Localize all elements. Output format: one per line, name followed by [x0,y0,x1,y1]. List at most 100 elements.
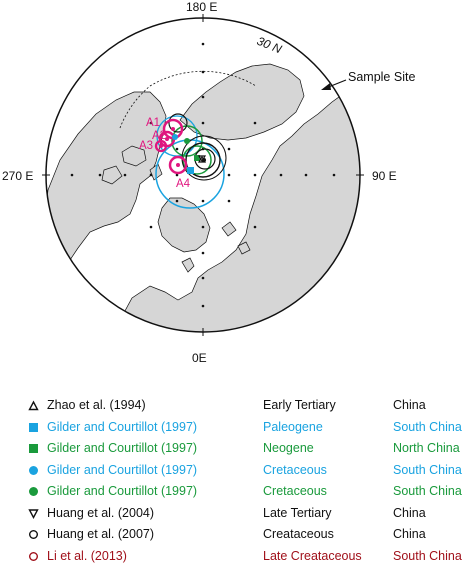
legend-symbol-square-filled [29,422,38,432]
legend-symbol-square-filled [29,444,38,453]
cardinal-ticks [42,14,364,336]
legend-row: Zhao et al. (1994) Early Tertiary China [0,395,472,417]
grid-dot [98,173,102,177]
circle-magenta-a4 [168,155,188,175]
landmass-greenland [157,197,211,253]
legend-row: Huang et al. (2004) Late Tertiary China [0,503,472,525]
legend-age: Cretaceous [263,484,327,498]
landmass-small-islands [181,221,251,273]
legend-age: Early Tertiary [263,398,336,412]
grid-dot [201,304,205,308]
grid-dot [304,173,308,177]
grid-dot [149,121,153,125]
grid-dot [175,199,179,203]
polar-projection-map: 180 E 0E 270 E 90 E 30 N Sample Site [2,0,415,365]
pole-label-a4: A4 [176,178,191,190]
grid-dot [149,173,153,177]
legend-row: Gilder and Courtillot (1997) Neogene North… [0,438,472,460]
legend-author: Gilder and Courtillot (1997) [47,441,198,455]
legend-region: China [393,398,426,412]
label-90e: 90 E [372,169,397,183]
legend-symbol-circle-open [29,551,38,561]
legend-symbol-triangle-down-open [28,508,39,519]
marker-magenta-a3 [159,144,163,148]
marker-magenta-a1 [171,127,175,131]
sample-site-label: Sample Site [348,70,415,84]
legend-age: Late Creataceous [263,548,362,563]
legend-author: Gilder and Courtillot (1997) [47,419,198,434]
legend-row: Gilder and Courtillot (1997) Cretaceous So… [0,460,472,482]
legend-region: South China [393,484,462,498]
legend-symbol-triangle-up-open [28,400,39,411]
legend-symbol-circle-open [29,530,38,539]
legend-region: China [393,527,426,541]
grid-dot [201,42,205,46]
legend-author: Huang et al. (2004) [47,505,155,520]
label-270e: 270 E [2,169,33,183]
sample-site-arrow-head [321,83,331,90]
grid-dot [149,225,153,229]
legend-age: Creataceous [263,527,334,541]
marker-green-circle [184,138,190,144]
grid-dot [201,95,205,99]
grid-dot [279,173,283,177]
marker-cyan-square [187,167,194,174]
label-180e: 180 E [186,0,217,14]
grid-dot [175,173,179,177]
legend-symbol-circle-filled [29,465,38,475]
lat-30n-arc-left [119,85,151,129]
legend-region: South China [393,419,462,434]
grid-dot [227,173,231,177]
grid-dot [123,173,127,177]
grid-dot [227,199,231,203]
legend: Zhao et al. (1994) Early Tertiary China Gil… [0,395,472,567]
legend-row: Huang et al. (2007) Creataceous China [0,524,472,546]
marker-green-square [194,155,200,161]
grid-dot [201,276,205,280]
grid-dot [253,225,257,229]
grid-dot [70,173,74,177]
grid-dot [227,147,231,151]
land-masses [46,63,360,332]
grid-dot [201,251,205,255]
label-0e: 0E [192,351,207,365]
grid-dot [253,173,257,177]
grid-dot [253,121,257,125]
legend-row: Gilder and Courtillot (1997) Cretaceous So… [0,481,472,503]
marker-cyan-circle [172,134,178,140]
legend-author: Gilder and Courtillot (1997) [47,462,198,477]
pole-label-a3: A3 [139,140,153,152]
legend-row: Gilder and Courtillot (1997) Paleogene Sou… [0,417,472,439]
grid-dot [201,199,205,203]
legend-age: Late Tertiary [263,505,332,520]
legend-age: Paleogene [263,419,323,434]
grid-dot [201,121,205,125]
landmass-arctic-islands [101,145,163,185]
circle-magenta-a3 [154,139,168,153]
legend-region: North China [393,441,460,455]
lat-30n-arc [149,70,257,87]
marker-black-dot [202,158,206,162]
legend-author: Gilder and Courtillot (1997) [47,484,198,498]
legend-row: Li et al. (2013) Late Creataceous South Ch… [0,546,472,568]
legend-symbol-circle-filled [29,487,38,496]
pole-label-a1: A1 [146,117,160,129]
marker-magenta-a4 [176,163,180,167]
circle-black-3 [168,113,188,133]
pole-markers [159,127,207,174]
legend-author: Zhao et al. (1994) [47,398,146,412]
legend-age: Neogene [263,441,314,455]
grid-dots [70,42,336,308]
legend-region: South China [393,462,462,477]
grid-dot [175,147,179,151]
legend-region: China [393,505,426,520]
pole-confidence-circles [154,113,227,209]
legend-age: Cretaceous [263,462,327,477]
legend-region: South China [393,548,462,563]
legend-author: Li et al. (2013) [47,548,127,563]
circle-black-1 [185,142,221,178]
circle-cyan-large [155,139,225,209]
landmass-asia-north [179,63,305,141]
grid-dot [201,225,205,229]
grid-dot [332,173,336,177]
